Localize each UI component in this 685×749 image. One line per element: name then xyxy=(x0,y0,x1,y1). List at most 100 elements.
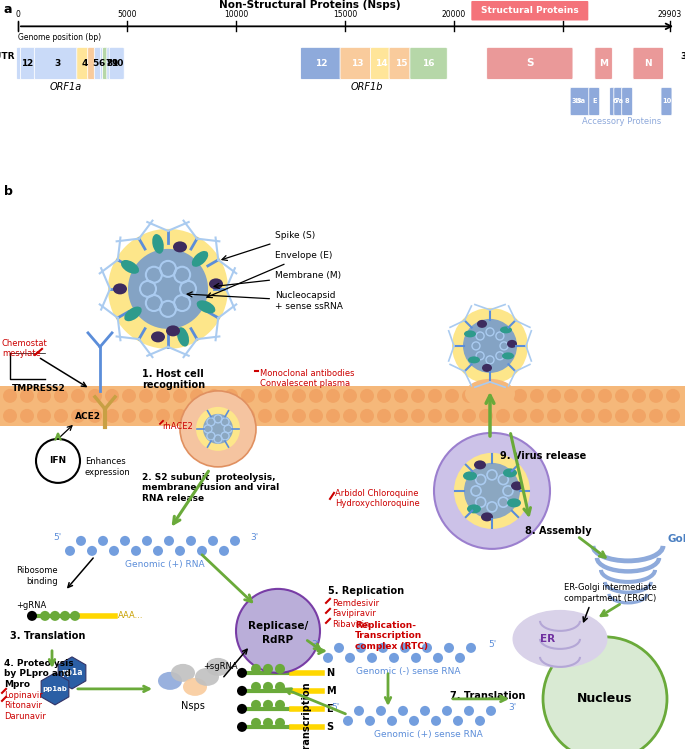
Circle shape xyxy=(581,389,595,403)
Circle shape xyxy=(428,389,442,403)
Circle shape xyxy=(263,682,273,692)
Circle shape xyxy=(649,389,663,403)
Circle shape xyxy=(394,389,408,403)
Polygon shape xyxy=(58,657,86,689)
Circle shape xyxy=(598,389,612,403)
Circle shape xyxy=(326,389,340,403)
Circle shape xyxy=(275,409,289,423)
Circle shape xyxy=(263,664,273,674)
Circle shape xyxy=(54,389,68,403)
Text: 8: 8 xyxy=(107,59,113,68)
Text: +sgRNA: +sgRNA xyxy=(203,662,238,671)
Text: ORF1a: ORF1a xyxy=(50,82,82,92)
Circle shape xyxy=(275,664,285,674)
Text: 7: 7 xyxy=(105,59,112,68)
Circle shape xyxy=(258,409,272,423)
Text: a: a xyxy=(4,3,12,16)
Circle shape xyxy=(420,706,430,716)
Text: 10000: 10000 xyxy=(224,10,248,19)
Circle shape xyxy=(666,409,680,423)
Circle shape xyxy=(190,409,204,423)
FancyBboxPatch shape xyxy=(633,47,664,79)
Circle shape xyxy=(464,463,520,519)
Circle shape xyxy=(105,389,119,403)
Text: Genome position (bp): Genome position (bp) xyxy=(18,33,101,42)
Text: 6. Transcription: 6. Transcription xyxy=(302,682,312,749)
Ellipse shape xyxy=(183,678,207,696)
Circle shape xyxy=(345,653,355,663)
Ellipse shape xyxy=(192,251,208,267)
Ellipse shape xyxy=(511,482,523,491)
Circle shape xyxy=(367,653,377,663)
FancyBboxPatch shape xyxy=(34,47,79,79)
Text: rhACE2: rhACE2 xyxy=(162,422,192,431)
Ellipse shape xyxy=(152,234,164,254)
Ellipse shape xyxy=(195,668,219,686)
Circle shape xyxy=(411,389,425,403)
Text: 1: 1 xyxy=(21,59,27,68)
Text: Spike (S): Spike (S) xyxy=(222,231,315,261)
Ellipse shape xyxy=(503,468,517,477)
Circle shape xyxy=(131,546,141,556)
Circle shape xyxy=(108,229,228,349)
Circle shape xyxy=(237,668,247,678)
Circle shape xyxy=(71,409,85,423)
FancyBboxPatch shape xyxy=(16,47,32,79)
Circle shape xyxy=(164,536,174,546)
FancyBboxPatch shape xyxy=(389,47,413,79)
Circle shape xyxy=(88,389,102,403)
Circle shape xyxy=(615,409,629,423)
Circle shape xyxy=(360,389,374,403)
FancyBboxPatch shape xyxy=(661,88,672,115)
Text: 4. Proteolysis
by PLpro and
Mpro: 4. Proteolysis by PLpro and Mpro xyxy=(4,659,73,688)
Circle shape xyxy=(309,409,323,423)
Text: 5. Replication: 5. Replication xyxy=(328,586,404,596)
Text: Genomic (-) sense RNA: Genomic (-) sense RNA xyxy=(356,667,460,676)
Circle shape xyxy=(453,716,463,726)
Text: 1. Host cell
recognition: 1. Host cell recognition xyxy=(142,369,205,390)
Circle shape xyxy=(224,409,238,423)
Text: 3': 3' xyxy=(312,640,320,649)
Text: M: M xyxy=(326,686,336,696)
Text: 3b: 3b xyxy=(571,98,580,105)
Text: ER-Golgi intermediate
compartment (ERGIC): ER-Golgi intermediate compartment (ERGIC… xyxy=(564,583,656,603)
Circle shape xyxy=(36,439,80,483)
FancyBboxPatch shape xyxy=(21,47,38,79)
Text: Arbidol Chloroquine
Hydroxychloroquine: Arbidol Chloroquine Hydroxychloroquine xyxy=(335,489,420,509)
Circle shape xyxy=(615,389,629,403)
Text: 6: 6 xyxy=(99,59,105,68)
Circle shape xyxy=(40,611,50,621)
FancyBboxPatch shape xyxy=(570,88,581,115)
Circle shape xyxy=(139,389,153,403)
Circle shape xyxy=(20,409,34,423)
Circle shape xyxy=(98,536,108,546)
Circle shape xyxy=(444,643,454,653)
Circle shape xyxy=(70,611,80,621)
Text: 20000: 20000 xyxy=(442,10,466,19)
Circle shape xyxy=(207,389,221,403)
Ellipse shape xyxy=(500,327,512,333)
Text: TMPRESS2: TMPRESS2 xyxy=(12,384,66,393)
Circle shape xyxy=(445,409,459,423)
Text: Replicase/: Replicase/ xyxy=(248,621,308,631)
Text: ER: ER xyxy=(540,634,556,644)
FancyBboxPatch shape xyxy=(371,47,392,79)
Text: N: N xyxy=(326,668,334,678)
FancyBboxPatch shape xyxy=(301,47,343,79)
Circle shape xyxy=(263,718,273,728)
Circle shape xyxy=(275,700,285,710)
Ellipse shape xyxy=(124,306,142,321)
Circle shape xyxy=(190,389,204,403)
FancyBboxPatch shape xyxy=(103,47,117,79)
Circle shape xyxy=(203,414,233,444)
Text: 25000: 25000 xyxy=(551,10,575,19)
Circle shape xyxy=(387,716,397,726)
Text: 3. Translation: 3. Translation xyxy=(10,631,86,641)
Circle shape xyxy=(263,700,273,710)
Circle shape xyxy=(479,389,493,403)
Circle shape xyxy=(334,643,344,653)
Circle shape xyxy=(224,389,238,403)
Text: 5'UTR: 5'UTR xyxy=(0,52,15,61)
Circle shape xyxy=(428,409,442,423)
Circle shape xyxy=(343,409,357,423)
